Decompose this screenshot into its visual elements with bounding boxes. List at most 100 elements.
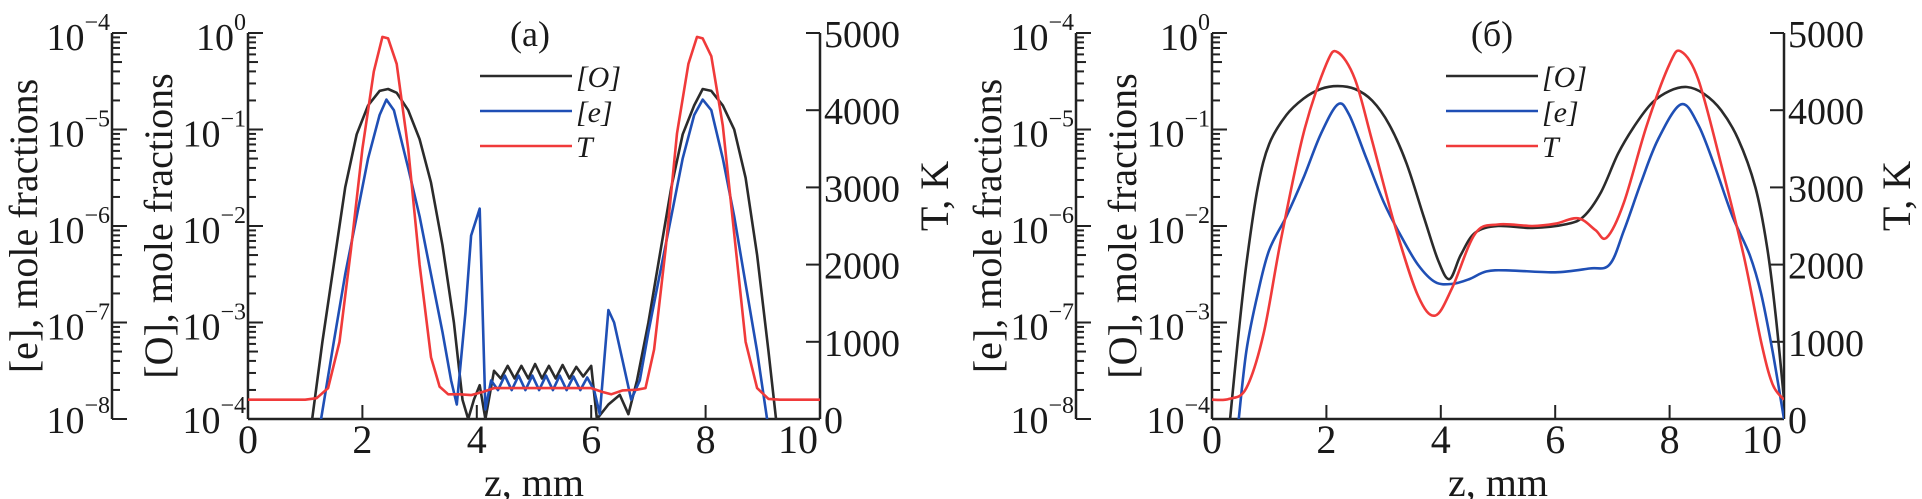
tick-label-exponent: −4 (1048, 10, 1074, 36)
tick-label-base: 10 (46, 210, 84, 252)
t-tick-label: 0 (1788, 400, 1807, 442)
tick-label-exponent: −2 (220, 203, 246, 229)
tick-label-exponent: 0 (1198, 10, 1210, 36)
t-tick-label: 5000 (824, 14, 900, 56)
e-axis-tick-label: 10−6 (46, 203, 110, 252)
x-axis-title: z, mm (1448, 460, 1548, 499)
tick-label-base: 10 (1160, 17, 1198, 59)
t-tick-label: 2000 (824, 246, 900, 288)
tick-label-base: 10 (1146, 114, 1184, 156)
e-axis-tick-label: 10−5 (1010, 107, 1074, 156)
tick-label-base: 10 (46, 17, 84, 59)
tick-label-exponent: −6 (84, 203, 110, 229)
legend-label: [O] (1542, 61, 1587, 94)
legend-label: [e] (576, 96, 613, 129)
tick-label-exponent: −1 (220, 107, 246, 133)
legend: [O][e]T (1446, 61, 1587, 164)
o-axis-tick-label: 10−3 (1146, 300, 1210, 349)
tick-label-exponent: −2 (1184, 203, 1210, 229)
tick-label-base: 10 (46, 400, 84, 442)
o-axis-tick-label: 10−2 (1146, 203, 1210, 252)
tick-label-base: 10 (46, 307, 84, 349)
o-axis-tick-label: 10−3 (182, 300, 246, 349)
tick-label-base: 10 (1010, 400, 1048, 442)
legend-label: T (576, 131, 595, 164)
tick-label-exponent: −5 (1048, 107, 1074, 133)
panel-b: 10−410−510−610−710−810010−110−210−310−40… (965, 10, 1919, 499)
legend-label: [e] (1542, 96, 1579, 129)
series-group (248, 35, 820, 419)
e-axis-tick-label: 10−7 (46, 300, 110, 349)
e-axis: 10−410−510−610−710−8 (1010, 10, 1091, 442)
x-tick-label: 0 (1202, 417, 1222, 462)
t-tick-label: 4000 (1788, 91, 1864, 133)
e-axis-tick-label: 10−5 (46, 107, 110, 156)
t-tick-label: 1000 (824, 323, 900, 365)
tick-label-base: 10 (1146, 307, 1184, 349)
tick-label-base: 10 (182, 114, 220, 156)
t-tick-label: 4000 (824, 91, 900, 133)
o-axis-tick-label: 100 (1160, 10, 1210, 59)
e-axis: 10−410−510−610−710−8 (46, 10, 127, 442)
legend-label: T (1542, 131, 1561, 164)
x-tick-label: 4 (1431, 417, 1451, 462)
tick-label-exponent: −4 (220, 393, 246, 419)
x-tick-label: 8 (1660, 417, 1680, 462)
t-tick-label: 0 (824, 400, 843, 442)
e-axis-tick-label: 10−4 (1010, 10, 1074, 59)
x-tick-label: 6 (1545, 417, 1565, 462)
series-line-T (248, 35, 820, 401)
series-line-O (1228, 84, 1784, 419)
series-line-e (319, 98, 769, 419)
t-tick-label: 3000 (1788, 168, 1864, 210)
series-line-T (1212, 49, 1784, 402)
e-axis-tick-label: 10−4 (46, 10, 110, 59)
tick-label-exponent: −8 (84, 393, 110, 419)
o-axis-tick-label: 10−2 (182, 203, 246, 252)
o-axis-title: [O], mole fractions (136, 73, 181, 378)
e-axis-tick-label: 10−8 (1010, 393, 1074, 442)
legend: [O][e]T (480, 61, 621, 164)
o-axis-title: [O], mole fractions (1100, 73, 1145, 378)
o-axis-tick-label: 10−1 (1146, 107, 1210, 156)
tick-label-base: 10 (1146, 210, 1184, 252)
tick-label-base: 10 (1010, 210, 1048, 252)
x-tick-label: 8 (696, 417, 716, 462)
tick-label-exponent: −8 (1048, 393, 1074, 419)
t-tick-label: 2000 (1788, 246, 1864, 288)
x-axis-title: z, mm (484, 460, 584, 499)
tick-label-exponent: −1 (1184, 107, 1210, 133)
x-tick-label: 2 (1316, 417, 1336, 462)
o-axis-tick-label: 10−4 (1146, 393, 1210, 442)
tick-label-base: 10 (182, 400, 220, 442)
tick-label-exponent: −4 (84, 10, 110, 36)
tick-label-exponent: −7 (1048, 300, 1074, 326)
t-tick-label: 3000 (824, 168, 900, 210)
tick-label-exponent: −5 (84, 107, 110, 133)
x-tick-label: 2 (352, 417, 372, 462)
x-tick-label: 0 (238, 417, 258, 462)
x-tick-label: 4 (467, 417, 487, 462)
tick-label-exponent: 0 (234, 10, 246, 36)
tick-label-exponent: −4 (1184, 393, 1210, 419)
tick-label-base: 10 (1010, 17, 1048, 59)
t-axis-title: T, K (1874, 161, 1919, 231)
tick-label-base: 10 (1010, 114, 1048, 156)
legend-label: [O] (576, 61, 621, 94)
x-axis: 0 2 4 6 8 10 z, mm (238, 405, 820, 499)
t-axis: 5000 4000 3000 2000 1000 0 (1770, 14, 1864, 442)
e-axis-title: [e], mole fractions (1, 79, 46, 373)
t-axis: 5000 4000 3000 2000 1000 0 (806, 14, 900, 442)
o-axis-tick-label: 100 (196, 10, 246, 59)
e-axis-tick-label: 10−6 (1010, 203, 1074, 252)
t-tick-label: 1000 (1788, 323, 1864, 365)
tick-label-exponent: −3 (1184, 300, 1210, 326)
tick-label-base: 10 (182, 307, 220, 349)
e-axis-tick-label: 10−8 (46, 393, 110, 442)
tick-label-base: 10 (46, 114, 84, 156)
x-tick-label: 10 (778, 417, 818, 462)
series-line-e (1237, 102, 1784, 419)
o-axis-tick-label: 10−1 (182, 107, 246, 156)
